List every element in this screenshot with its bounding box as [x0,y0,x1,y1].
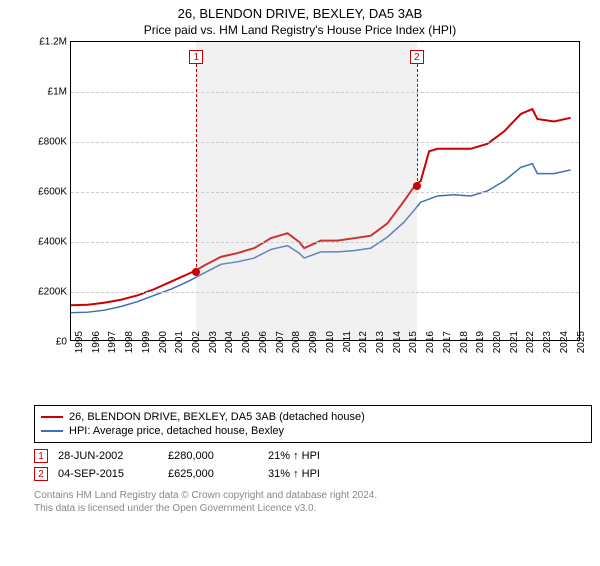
x-tick-label: 2008 [291,331,302,359]
y-tick-label: £400K [31,237,67,248]
x-tick-label: 1996 [91,331,102,359]
sale-delta: 21% ↑ HPI [268,450,358,462]
gridline [71,192,579,193]
y-tick-label: £800K [31,137,67,148]
legend-swatch [41,430,63,432]
x-tick-label: 2019 [475,331,486,359]
legend: 26, BLENDON DRIVE, BEXLEY, DA5 3AB (deta… [34,405,592,443]
y-tick-label: £1M [31,87,67,98]
gridline [71,92,579,93]
legend-item: 26, BLENDON DRIVE, BEXLEY, DA5 3AB (deta… [41,410,585,424]
sale-index: 2 [34,467,48,481]
x-tick-label: 2016 [425,331,436,359]
gridline [71,292,579,293]
y-tick-label: £600K [31,187,67,198]
x-tick-label: 2022 [525,331,536,359]
sale-price: £625,000 [168,468,258,480]
x-tick-label: 1999 [141,331,152,359]
x-tick-label: 2020 [492,331,503,359]
gridline [71,142,579,143]
x-tick-label: 2006 [258,331,269,359]
marker-box: 1 [189,50,203,64]
x-tick-label: 2018 [459,331,470,359]
sale-row: 2 04-SEP-2015 £625,000 31% ↑ HPI [34,465,592,483]
x-tick-label: 2011 [342,331,353,359]
gridline [71,242,579,243]
x-tick-label: 2010 [325,331,336,359]
footer: Contains HM Land Registry data © Crown c… [34,489,592,515]
chart: £0£200K£400K£600K£800K£1M£1.2M1995199619… [30,41,590,371]
x-tick-label: 2015 [408,331,419,359]
marker-line [196,64,197,272]
y-tick-label: £1.2M [31,37,67,48]
sale-row: 1 28-JUN-2002 £280,000 21% ↑ HPI [34,447,592,465]
marker-line [417,64,418,186]
footer-line: Contains HM Land Registry data © Crown c… [34,489,592,502]
sale-date: 04-SEP-2015 [58,468,158,480]
x-tick-label: 1998 [124,331,135,359]
x-tick-label: 1995 [74,331,85,359]
x-tick-label: 2009 [308,331,319,359]
x-tick-label: 2017 [442,331,453,359]
x-tick-label: 2013 [375,331,386,359]
x-tick-label: 2025 [576,331,587,359]
sale-date: 28-JUN-2002 [58,450,158,462]
sale-price: £280,000 [168,450,258,462]
shaded-region [196,42,417,340]
sale-delta: 31% ↑ HPI [268,468,358,480]
x-tick-label: 2007 [275,331,286,359]
x-tick-label: 2004 [224,331,235,359]
x-tick-label: 2021 [509,331,520,359]
x-tick-label: 2000 [158,331,169,359]
sales-table: 1 28-JUN-2002 £280,000 21% ↑ HPI 2 04-SEP-201… [34,447,592,483]
legend-label: HPI: Average price, detached house, Bexl… [69,425,284,437]
x-tick-label: 2003 [208,331,219,359]
x-tick-label: 2024 [559,331,570,359]
marker-box: 2 [410,50,424,64]
legend-item: HPI: Average price, detached house, Bexl… [41,424,585,438]
footer-line: This data is licensed under the Open Gov… [34,502,592,515]
sale-index: 1 [34,449,48,463]
marker-dot [413,182,421,190]
y-tick-label: £0 [31,337,67,348]
legend-swatch [41,416,63,418]
plot-area: £0£200K£400K£600K£800K£1M£1.2M1995199619… [70,41,580,341]
marker-dot [192,268,200,276]
x-tick-label: 2002 [191,331,202,359]
x-tick-label: 2001 [174,331,185,359]
legend-label: 26, BLENDON DRIVE, BEXLEY, DA5 3AB (deta… [69,411,365,423]
x-tick-label: 2012 [358,331,369,359]
y-tick-label: £200K [31,287,67,298]
x-tick-label: 2014 [392,331,403,359]
page-title: 26, BLENDON DRIVE, BEXLEY, DA5 3AB [0,6,600,21]
page-subtitle: Price paid vs. HM Land Registry's House … [0,23,600,37]
x-tick-label: 1997 [107,331,118,359]
x-tick-label: 2005 [241,331,252,359]
x-tick-label: 2023 [542,331,553,359]
